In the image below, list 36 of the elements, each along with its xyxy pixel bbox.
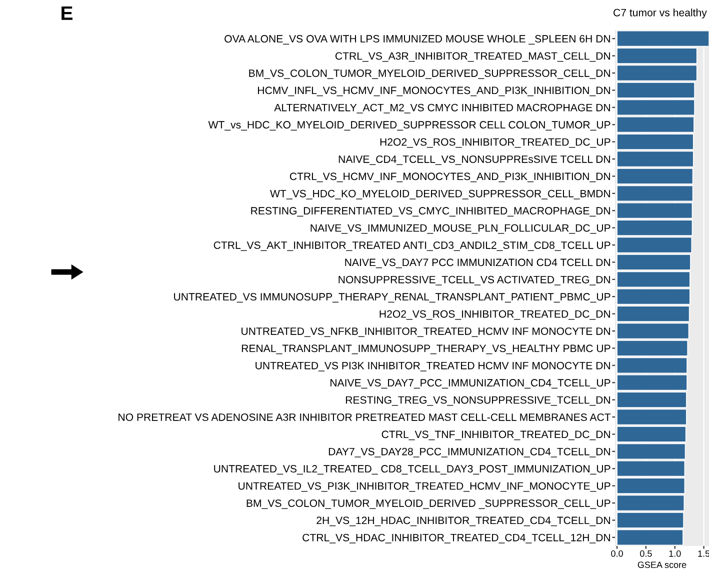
y-tick-label: UNTREATED_VS_IL2_TREATED_ CD8_TCELL_DAY3_POST_IMMUNIZATION_UP [214,465,610,475]
y-tick-label: CTRL_VS_AKT_INHIBITOR_TREATED ANTI_CD3_ANDIL2_STIM_CD8_TCELL UP [214,241,610,251]
y-tick-label: UNTREATED_VS IMMUNOSUPP_THERAPY_RENAL_TRANSPLANT_PATIENT_PBMC_UP [174,293,610,303]
x-axis-title: GSEA score [638,562,686,568]
y-tick-label: H2O2_VS_ROS_INHIBITOR_TREATED_DC_UP [380,138,610,148]
y-tick-label: NAIVE_VS_IMMUNIZED_MOUSE_PLN_FOLLICULAR_DC_UP [310,224,610,234]
text: E [62,6,72,20]
y-tick-label: RESTING_DIFFERENTIATED_VS_CMYC_INHIBITED_MACROPHAGE_DN [251,207,610,217]
y-tick-label: RENAL_TRANSPLANT_IMMUNOSUPP_THERAPY_VS_HEALTHY PBMC UP [242,344,610,354]
x-tick-label: 0.0 [611,550,623,557]
y-tick-label: CTRL_VS_A3R_INHIBITOR_TREATED_MAST_CELL_DN [335,52,610,62]
y-tick-label: H2O2_VS_ROS_INHIBITOR_TREATED_DC_DN [380,310,610,320]
y-tick-label: RESTING_TREG_VS_NONSUPPRESSIVE_TCELL_DN [346,396,610,406]
chart-title: C7 tumor vs healthy [614,8,707,18]
y-tick-label: WT_VS_HDC_KO_MYELOID_DERIVED_SUPPRESSOR_CELL_BMDN [270,190,610,200]
y-tick-label: UNTREATED_VS_PI3K_INHIBITOR_TREATED_HCMV_INF_MONOCYTE_UP [238,482,610,492]
y-tick-label: DAY7_VS_DAY28_PCC_IMMUNIZATION_CD4_TCELL_DN [328,448,610,458]
y-tick-label: UNTREATED_VS_NFKB_INHIBITOR_TREATED_HCMV INF MONOCYTE DN [242,327,610,337]
y-tick-label: OVA ALONE_VS OVA WITH LPS IMMUNIZED MOUSE WHOLE _SPLEEN 6H DN [224,35,610,45]
y-tick-label: NAIVE_VS_DAY7 PCC IMMUNIZATION CD4 TCELL DN [345,258,610,268]
y-tick-label: BM_VS_COLON_TUMOR_MYELOID_DERIVED _SUPPRESSOR_CELL_UP [246,499,610,509]
y-tick-label: NAIVE_VS_DAY7_PCC_IMMUNIZATION_CD4_TCELL_UP [330,379,610,389]
y-tick-label: CTRL_VS_HCMV_INF_MONOCYTES_AND_PI3K_INHIBITION_DN [290,172,610,182]
y-tick-label: 2H_VS_12H_HDAC_INHIBITOR_TREATED_CD4_TCELL_DN [316,516,610,526]
y-tick-label: CTRL_VS_TNF_INHIBITOR_TREATED_DC_DN [382,430,610,440]
y-tick-label: WT_vs_HDC_KO_MYELOID_DERIVED_SUPPRESSOR CELL COLON_TUMOR_UP [208,121,610,131]
y-tick-label: ALTERNATIVELY_ACT_M2_VS CMYC INHIBITED MACROPHAGE DN [274,104,610,114]
y-tick-label: BM_VS_COLON_TUMOR_MYELOID_DERIVED_SUPPRESSOR_CELL_DN [249,69,610,79]
y-tick-label: HCMV_INFL_VS_HCMV_INF_MONOCYTES_AND_PI3K_INHIBITION_DN [258,86,610,96]
y-tick-label: NO PRETREAT VS ADENOSINE A3R INHIBITOR PRETREATED MAST CELL-CELL MEMBRANES ACT [118,413,611,421]
y-tick-label: NAIVE_CD4_TCELL_VS_NONSUPPREsSIVE TCELL DN [338,155,610,165]
y-tick-label: CTRL_VS_HDAC_INHIBITOR_TREATED_CD4_TCELL_12H_DN [302,534,610,544]
y-tick-label: UNTREATED_VS PI3K INHIBITOR_TREATED HCMV INF MONOCYTE DN [256,362,610,372]
y-tick-label: NONSUPPRESSIVE_TCELL_VS ACTIVATED_TREG_DN [338,276,610,286]
x-tick-label: 0.5 [640,550,652,557]
x-tick-label: 1.0 [669,550,681,557]
